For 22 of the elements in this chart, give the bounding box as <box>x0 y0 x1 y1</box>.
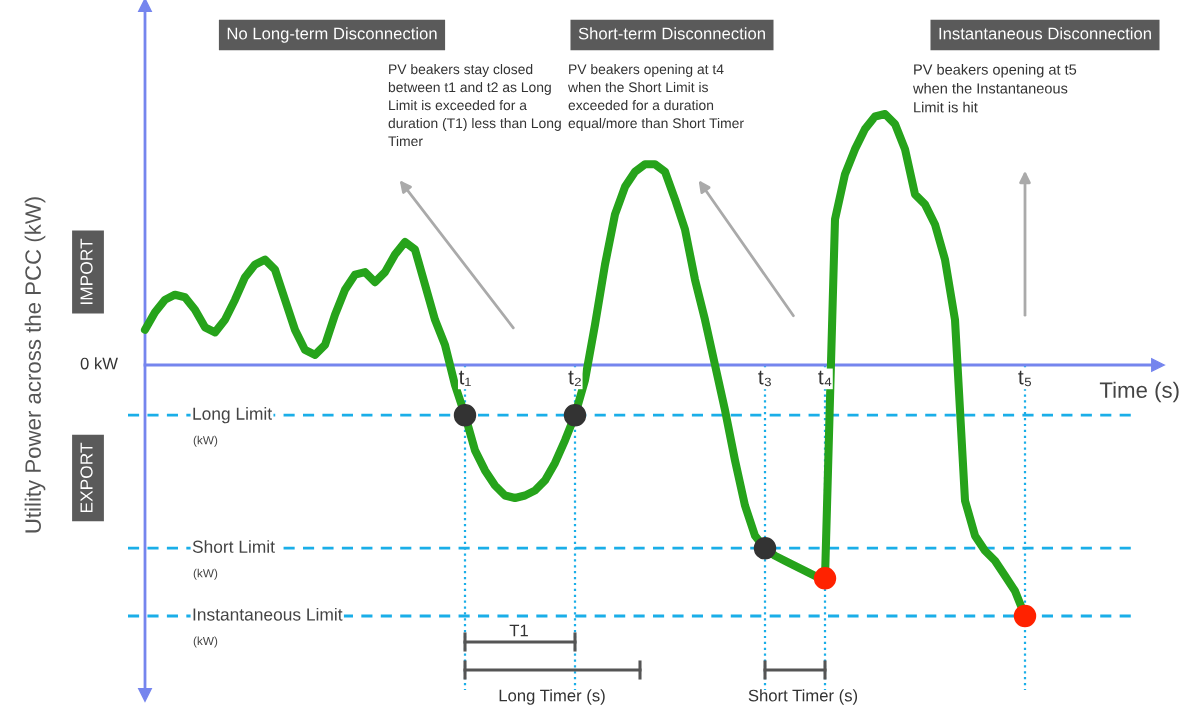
text: Long Timer (s) <box>499 689 605 705</box>
x-tick-label: t₂ <box>568 370 581 387</box>
text: IMPORT <box>80 238 93 304</box>
x-tick-label: t₁ <box>458 370 471 387</box>
text: Short Timer (s) <box>748 689 858 705</box>
x-tick-label: t₄ <box>818 370 832 387</box>
ref-line-label: Short Limit (kW) <box>192 540 275 580</box>
ref-line-label: Instantaneous Limit (kW) <box>193 607 343 648</box>
text: Instantaneous Disconnection <box>939 27 1151 40</box>
text: Short-term Disconnection <box>578 27 765 40</box>
x-axis-title: Time (s) <box>1099 381 1179 403</box>
text: EXPORT <box>80 442 93 513</box>
annotation: PV beakers stay closed between t1 and t2 as Long Limit is exceeded for a duration (T1) less than Long Timer <box>388 64 561 147</box>
text: T1 <box>509 624 528 637</box>
x-tick-label: t₅ <box>1018 370 1031 387</box>
text: No Long-term Disconnection <box>227 27 437 43</box>
annotation: PV beakers opening at t4 when the Short Limit is exceeded for a duration equal/more than Short Timer <box>567 64 744 131</box>
text: 0 kW <box>80 357 118 370</box>
x-tick-label: t₃ <box>758 370 771 387</box>
y-axis-title: Utility Power across the PCC (kW) <box>24 197 46 533</box>
text: PV beakers opening at t5 when the Instantaneous Limit is hit <box>912 64 1077 113</box>
ref-line-label: Long Limit (kW) <box>193 407 272 447</box>
